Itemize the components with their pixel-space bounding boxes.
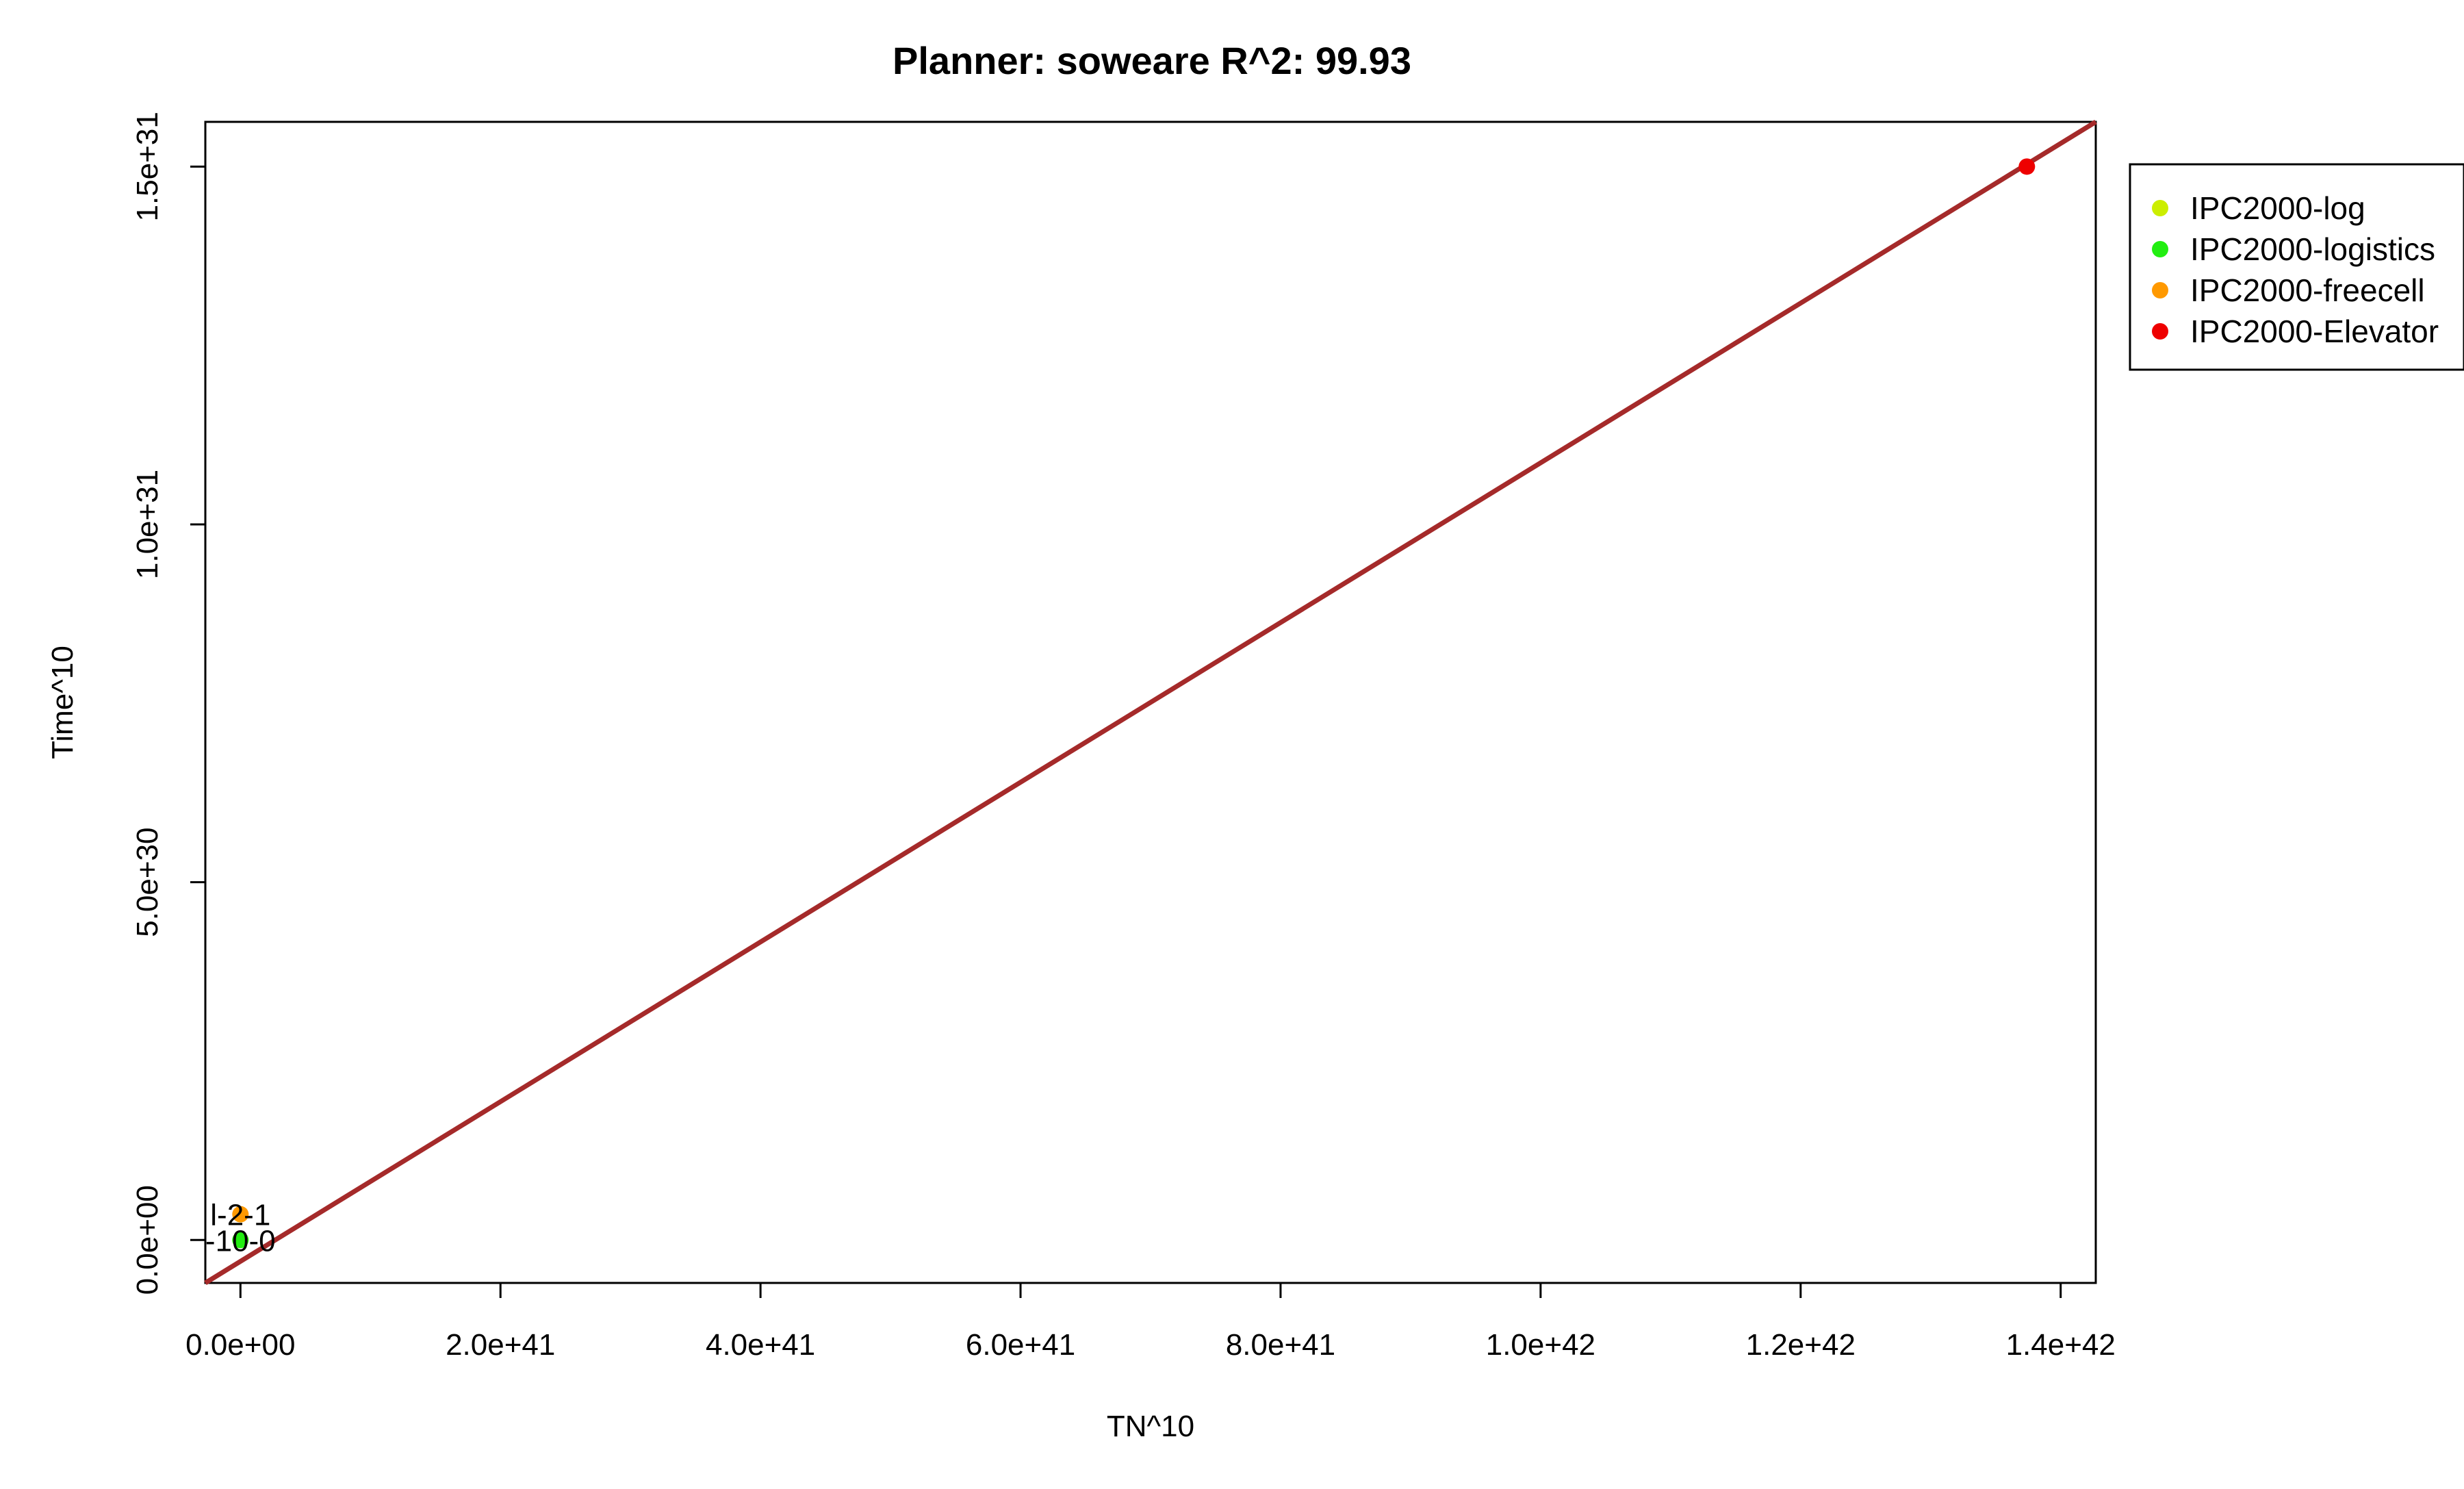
data-point (232, 1206, 249, 1223)
legend-marker (2152, 241, 2168, 257)
x-tick-label: 1.2e+42 (1746, 1328, 1856, 1362)
x-axis-label: TN^10 (1107, 1410, 1194, 1443)
y-tick-label: 1.0e+31 (131, 470, 164, 579)
x-tick-label: 0.0e+00 (185, 1328, 295, 1362)
x-tick-label: 4.0e+41 (706, 1328, 815, 1362)
legend: IPC2000-log IPC2000-logistics IPC2000-free… (2129, 163, 2464, 371)
y-axis-label: Time^10 (46, 646, 79, 759)
point-labels: l-2-1-10-0 (205, 1199, 276, 1258)
point-label: -10-0 (205, 1224, 276, 1258)
x-tick-label: 2.0e+41 (446, 1328, 555, 1362)
chart-title: Planner: soweare R^2: 99.93 (893, 39, 1411, 82)
fit-line (204, 120, 2097, 1285)
data-point (2018, 158, 2036, 175)
data-points (232, 158, 2036, 1249)
y-axis: 0.0e+00 5.0e+30 1.0e+31 1.5e+31 (131, 112, 205, 1295)
legend-entry-label: IPC2000-logistics (2190, 231, 2435, 267)
x-tick-label: 6.0e+41 (966, 1328, 1075, 1362)
x-axis: 0.0e+00 2.0e+41 4.0e+41 6.0e+41 8.0e+41 1.0e+… (185, 1283, 2116, 1362)
x-tick-label: 1.4e+42 (2006, 1328, 2116, 1362)
x-tick-label: 8.0e+41 (1226, 1328, 1335, 1362)
fit-line-layer (204, 120, 2097, 1285)
plot-frame (204, 120, 2097, 1284)
x-tick-label: 1.0e+42 (1486, 1328, 1595, 1362)
point-label: l-2-1 (210, 1199, 270, 1232)
legend-marker (2152, 200, 2168, 216)
legend-marker (2152, 323, 2168, 340)
legend-marker (2152, 282, 2168, 298)
y-tick-label: 1.5e+31 (131, 112, 164, 221)
y-tick-label: 5.0e+30 (131, 827, 164, 937)
legend-entry-label: IPC2000-Elevator (2190, 314, 2439, 349)
legend-box (2129, 163, 2464, 371)
y-tick-label: 0.0e+00 (131, 1185, 164, 1295)
legend-entry-label: IPC2000-log (2190, 190, 2365, 226)
data-point (232, 1232, 249, 1249)
legend-entry-label: IPC2000-freecell (2190, 272, 2425, 308)
